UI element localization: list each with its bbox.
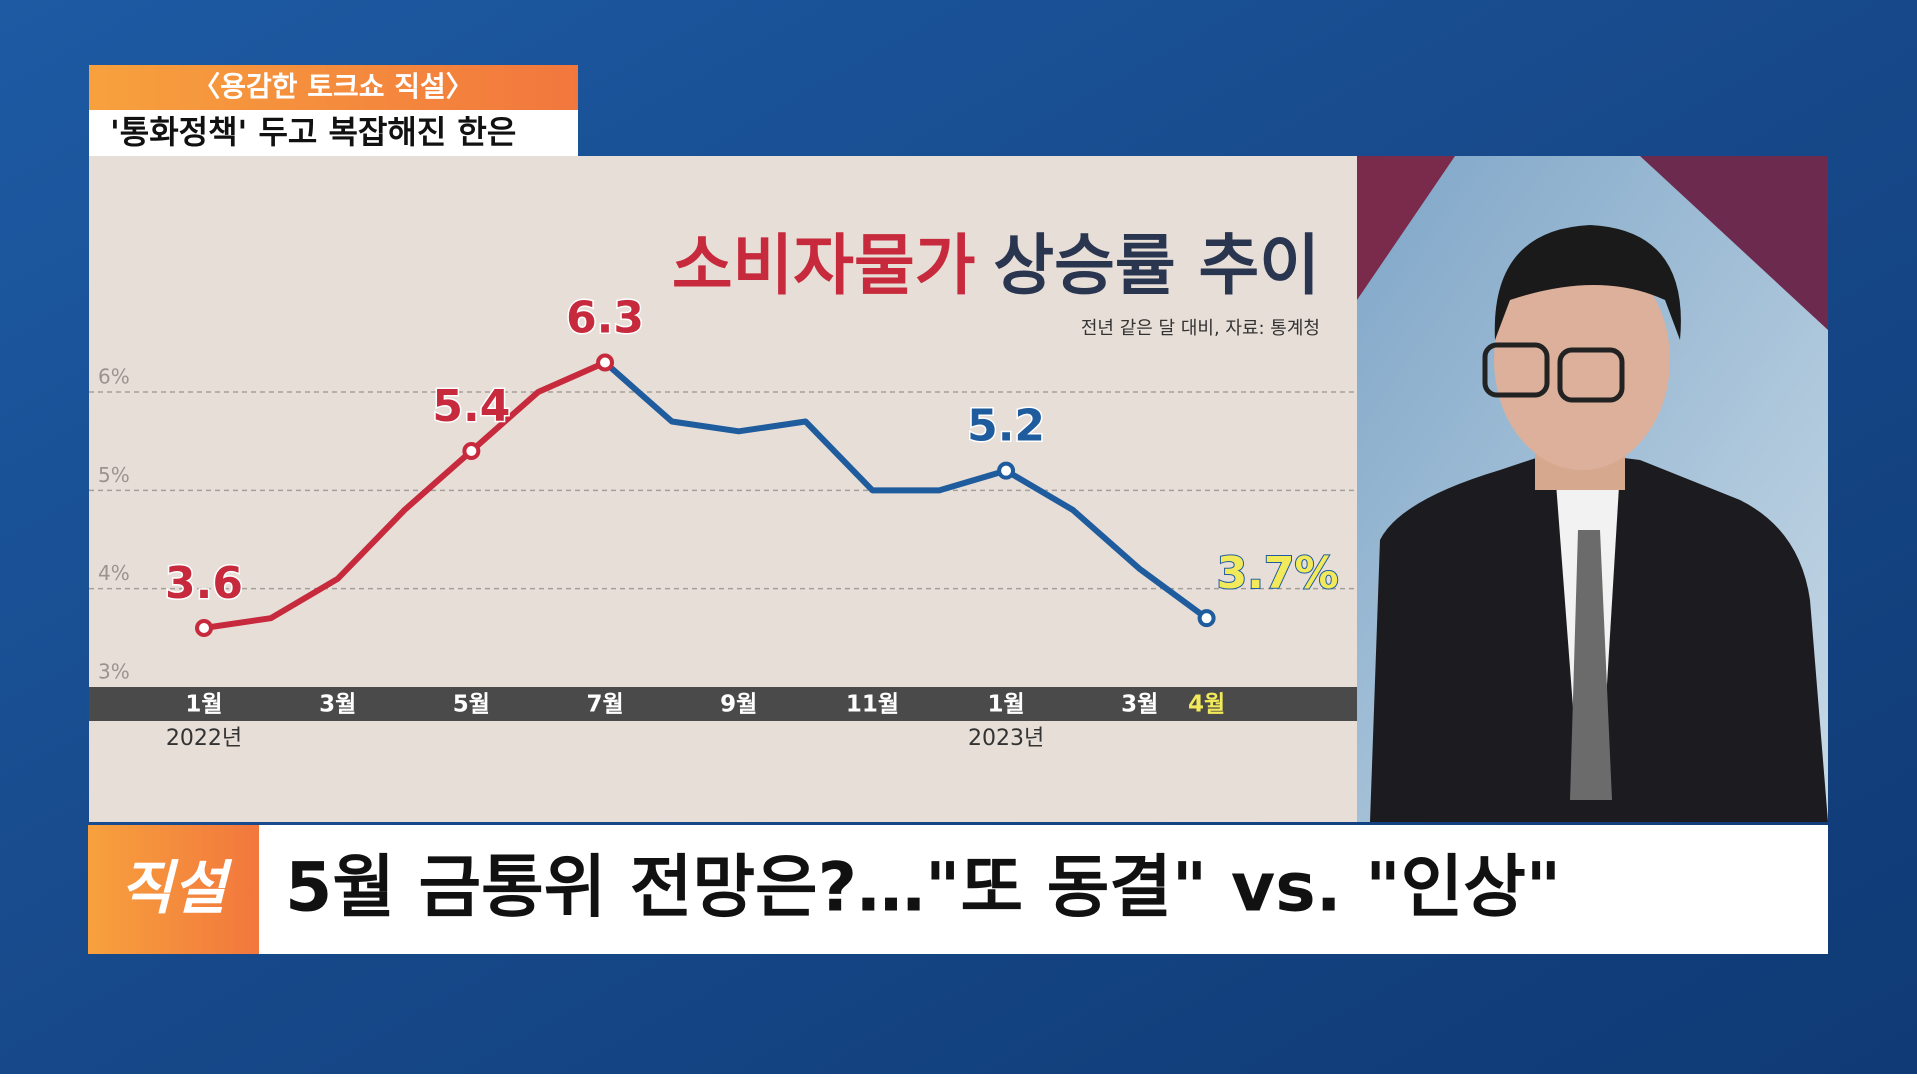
y-tick-label: 5% [98,463,130,487]
x-tick-label: 7월 [586,692,623,718]
logo-box [88,825,259,954]
value-label: 5.4 [432,381,510,432]
line [603,360,1209,621]
value-label: 5.2 [967,401,1045,452]
value-label: 3.7% [1217,548,1339,599]
x-tick-label: 1월 [987,692,1024,718]
chart-title: 소비자물가 상승률 추이 [672,227,1320,304]
point [195,619,213,637]
y-tick-label: 6% [98,365,130,389]
value-label: 3.6 [165,558,243,609]
point [1197,609,1216,628]
year-label: 2022년 [166,726,242,751]
x-tick-label: 3월 [319,692,356,718]
x-tick-label: 11월 [846,692,899,718]
caption-box [88,825,1828,954]
point [997,461,1016,480]
point [462,442,481,460]
x-tick-label: 9월 [720,692,757,718]
y-tick-label: 4% [98,561,130,585]
x-tick-label: 5월 [453,692,490,718]
logo: 직설 [120,854,233,922]
chart-subtitle: 전년 같은 달 대비, 자료: 통계청 [1081,318,1320,339]
headline-box [89,110,578,156]
x-axis-bar [89,687,1357,721]
headline: '통화정책' 두고 복잡해진 한은 [110,113,516,151]
title-rest: 상승률 추이 [993,227,1320,304]
tag-box [89,65,578,110]
point [596,353,615,372]
value-label: 6.3 [566,293,644,344]
x-tick-label: 4월 [1188,692,1225,718]
title-main: 소비자물가 [672,227,976,304]
y-tick-label: 3% [98,660,130,684]
year-label: 2023년 [968,726,1044,751]
x-tick-label: 1월 [185,692,222,718]
tag: 〈용감한 토크쇼 직설〉 [192,70,474,103]
line [203,359,607,631]
plot: 3% 4% 5% 6% 1월 2022년 3월 5월 7월 9월 11월 1월 2023년 3월 4월 3.6… [89,291,1357,751]
caption: 5월 금통위 전망은?…"또 동결" vs. "인상" [285,849,1561,928]
x-tick-label: 3월 [1121,692,1158,718]
speaker-video [1357,156,1828,822]
